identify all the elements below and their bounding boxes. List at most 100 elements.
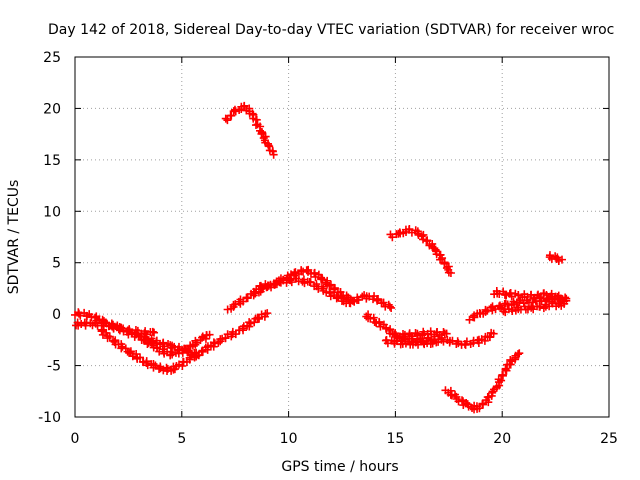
x-tick-label: 20 bbox=[493, 431, 511, 447]
data-point bbox=[560, 299, 569, 308]
x-tick-label: 5 bbox=[177, 431, 186, 447]
data-point bbox=[428, 339, 437, 348]
data-point bbox=[306, 278, 315, 287]
data-point bbox=[452, 392, 461, 401]
x-tick-label: 15 bbox=[386, 431, 404, 447]
data-point bbox=[501, 364, 510, 373]
data-point bbox=[481, 307, 490, 316]
y-tick-label: -10 bbox=[38, 410, 61, 426]
chart-title: Day 142 of 2018, Sidereal Day-to-day VTE… bbox=[48, 22, 614, 38]
series-arc-14 bbox=[490, 287, 571, 304]
data-point bbox=[184, 346, 193, 355]
data-point bbox=[515, 349, 524, 358]
data-point bbox=[263, 309, 272, 318]
data-point bbox=[431, 245, 440, 254]
data-point bbox=[489, 329, 498, 338]
y-tick-label: 20 bbox=[43, 101, 61, 117]
data-point bbox=[257, 129, 266, 138]
plot-frame bbox=[74, 56, 610, 418]
data-point bbox=[185, 355, 194, 364]
series-arc-7 bbox=[252, 274, 396, 312]
data-point bbox=[514, 350, 523, 359]
data-point bbox=[269, 150, 278, 159]
data-point bbox=[151, 361, 160, 370]
data-point bbox=[438, 254, 447, 263]
data-point bbox=[369, 313, 378, 322]
x-tick-labels: 0 5 10 15 20 25 bbox=[71, 431, 618, 447]
data-point bbox=[334, 293, 343, 302]
x-tick-label: 10 bbox=[280, 431, 298, 447]
series-arc-5 bbox=[221, 101, 278, 159]
x-axis-label: GPS time / hours bbox=[281, 459, 398, 475]
data-point bbox=[502, 291, 511, 300]
data-point bbox=[205, 330, 214, 339]
y-tick-label: 10 bbox=[43, 204, 61, 220]
data-point bbox=[223, 116, 232, 125]
data-point bbox=[150, 328, 159, 337]
series-arc-9 bbox=[381, 336, 443, 349]
data-point bbox=[97, 327, 106, 336]
data-point bbox=[142, 357, 151, 366]
data-point bbox=[330, 284, 339, 293]
data-point bbox=[317, 273, 326, 282]
series-arc-4 bbox=[137, 330, 214, 360]
data-point bbox=[77, 319, 86, 328]
data-point bbox=[250, 318, 259, 327]
data-point bbox=[558, 255, 567, 264]
y-tick-label: 0 bbox=[52, 307, 61, 323]
x-tick-label: 25 bbox=[600, 431, 618, 447]
data-point bbox=[542, 291, 551, 300]
data-point bbox=[440, 259, 449, 268]
data-point bbox=[379, 298, 388, 307]
data-point bbox=[554, 291, 563, 300]
data-point bbox=[479, 400, 488, 409]
data-point bbox=[515, 298, 524, 307]
data-point bbox=[442, 329, 451, 338]
data-point bbox=[375, 318, 384, 327]
data-point bbox=[148, 327, 157, 336]
data-point bbox=[497, 376, 506, 385]
data-point bbox=[227, 111, 236, 120]
data-point bbox=[257, 283, 266, 292]
series-arc-15 bbox=[499, 299, 569, 317]
grid-lines bbox=[75, 57, 609, 417]
data-point bbox=[553, 292, 562, 301]
series-arc-11 bbox=[386, 224, 455, 277]
y-tick-label: 25 bbox=[43, 50, 61, 66]
data-point bbox=[243, 294, 252, 303]
y-tick-label: 15 bbox=[43, 153, 61, 169]
data-point bbox=[286, 276, 295, 285]
series-arc-12 bbox=[441, 349, 524, 414]
series-arc-2 bbox=[72, 318, 159, 339]
data-point bbox=[535, 293, 544, 302]
data-series bbox=[71, 101, 571, 414]
data-point bbox=[264, 281, 273, 290]
data-point bbox=[434, 337, 443, 346]
data-point bbox=[385, 302, 394, 311]
data-point bbox=[105, 332, 114, 341]
series-arc-16 bbox=[545, 251, 567, 265]
data-point bbox=[264, 141, 273, 150]
data-point bbox=[178, 348, 187, 357]
data-point bbox=[446, 269, 455, 277]
data-point bbox=[562, 294, 571, 303]
y-tick-labels: -10 -5 0 5 10 15 20 25 bbox=[38, 50, 61, 426]
data-point bbox=[458, 396, 467, 405]
y-axis-label: SDTVAR / TECUs bbox=[6, 180, 22, 295]
data-point bbox=[251, 289, 260, 298]
data-point bbox=[561, 293, 570, 302]
data-point bbox=[374, 294, 383, 303]
data-point bbox=[387, 303, 396, 312]
data-point bbox=[143, 361, 152, 370]
series-arc-3 bbox=[97, 309, 272, 376]
data-point bbox=[136, 353, 145, 362]
y-tick-label: 5 bbox=[52, 256, 61, 272]
data-point bbox=[198, 347, 207, 356]
series-arc-10 bbox=[391, 327, 451, 342]
x-tick-label: 0 bbox=[71, 431, 80, 447]
data-point bbox=[422, 237, 431, 246]
data-point bbox=[553, 253, 562, 262]
data-point bbox=[373, 296, 382, 305]
data-point bbox=[498, 370, 507, 379]
